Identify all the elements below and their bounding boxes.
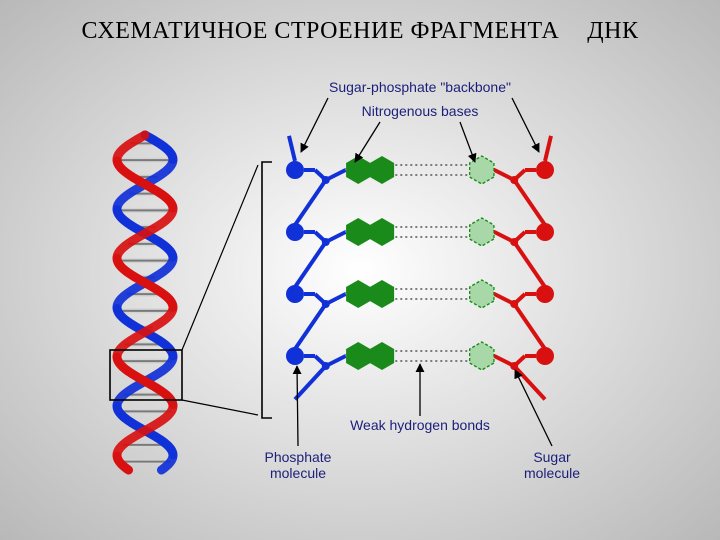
- svg-text:Phosphatemolecule: Phosphatemolecule: [265, 449, 332, 481]
- title-main: СХЕМАТИЧНОЕ СТРОЕНИЕ ФРАГМЕНТА: [82, 18, 560, 44]
- svg-text:Sugar-phosphate "backbone": Sugar-phosphate "backbone": [329, 79, 511, 95]
- diagram-canvas: Sugar-phosphate "backbone" Nitrogenous ba…: [60, 70, 660, 510]
- slide-title: СХЕМАТИЧНОЕ СТРОЕНИЕ ФРАГМЕНТА ДНК: [0, 18, 720, 45]
- svg-text:Weak hydrogen bonds: Weak hydrogen bonds: [350, 417, 490, 433]
- svg-text:Sugarmolecule: Sugarmolecule: [524, 449, 580, 481]
- base-pair: [345, 156, 495, 184]
- title-right: ДНК: [587, 18, 638, 44]
- svg-text:Nitrogenous bases: Nitrogenous bases: [362, 103, 479, 119]
- bracket: [262, 162, 272, 418]
- left-backbone: [286, 136, 346, 400]
- dna-diagram: Sugar-phosphate "backbone" Nitrogenous ba…: [60, 70, 660, 510]
- base-pair: [345, 280, 495, 308]
- right-backbone: [494, 136, 554, 400]
- base-pair: [345, 218, 495, 246]
- slide: СХЕМАТИЧНОЕ СТРОЕНИЕ ФРАГМЕНТА ДНК Sugar-…: [0, 0, 720, 540]
